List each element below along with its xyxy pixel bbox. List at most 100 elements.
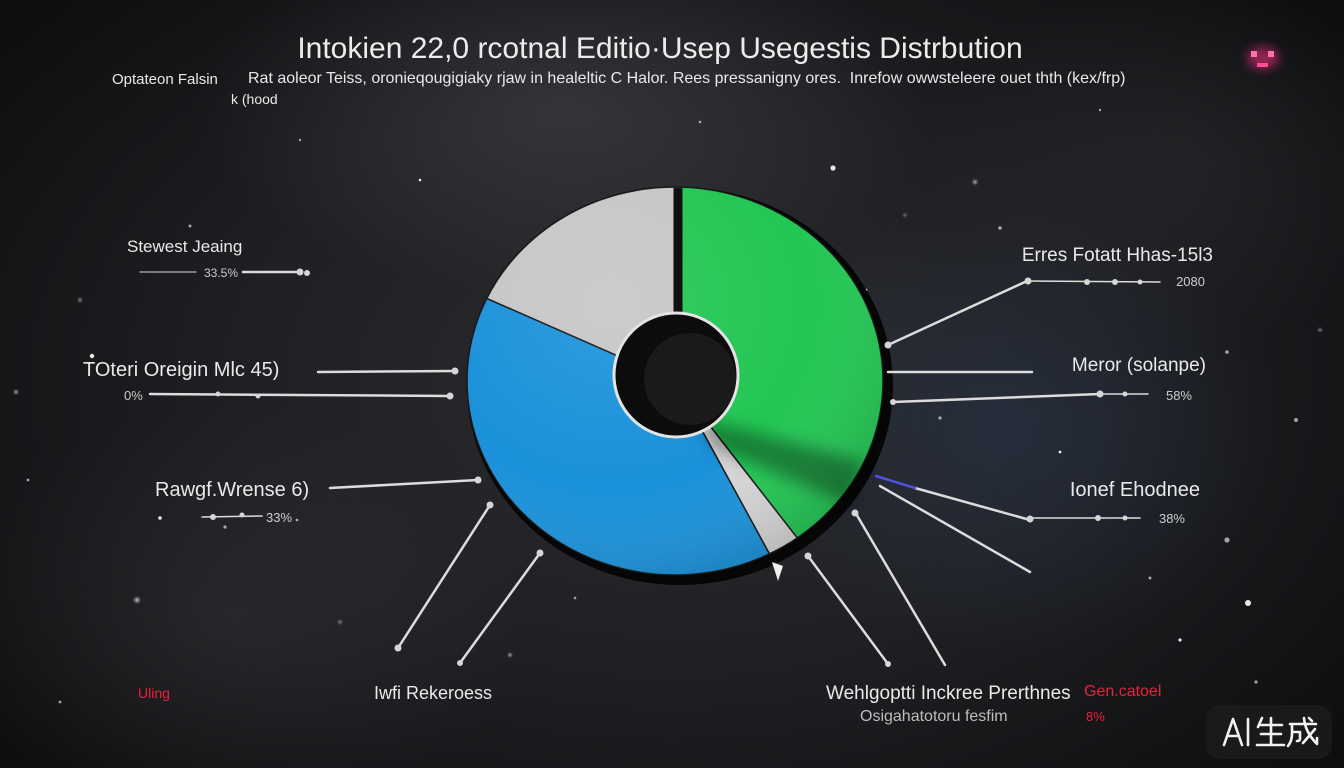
leader-dot <box>1024 277 1032 285</box>
leader-dot <box>1095 515 1101 521</box>
leader-line <box>458 551 542 665</box>
annotation-label: Rawgf.Wrense 6) <box>155 479 310 501</box>
annotation-label-alert: Gen.catoel <box>1084 683 1162 700</box>
star-dot <box>78 298 82 302</box>
watermark-box <box>1206 705 1332 759</box>
watermark <box>1206 705 1332 759</box>
leader-line <box>328 478 480 490</box>
star-dot <box>223 525 227 529</box>
annotation-label: Ionef Ehodnee <box>1069 479 1200 501</box>
leader-dot <box>851 509 859 517</box>
star-dot <box>998 226 1002 230</box>
star-dot <box>134 597 140 603</box>
watermark-glyphs <box>1222 716 1319 748</box>
leader-dot <box>255 393 261 399</box>
annotation-label: Erres Fotatt Hhas-15l3 <box>1021 245 1213 266</box>
star-dot <box>158 516 162 520</box>
annotation-sublabel: Osigahatotoru fesfim <box>860 708 1008 725</box>
star-dot <box>418 178 422 182</box>
leader-dot <box>1084 279 1090 285</box>
leader-dot <box>304 270 310 276</box>
star-dot <box>573 596 577 600</box>
subtitle-line2: k (hood <box>231 91 278 107</box>
glow-icon <box>1247 47 1279 69</box>
leader-line <box>396 503 492 650</box>
leader-line <box>316 369 457 374</box>
star-dot <box>938 416 942 420</box>
leader-dot <box>884 341 892 349</box>
donut-hole-core <box>644 333 736 425</box>
star-dot <box>1178 638 1182 642</box>
leader-dot <box>446 392 454 400</box>
glow-pixel <box>1268 51 1274 57</box>
star-dot <box>1318 328 1322 332</box>
leader-dot <box>885 661 891 667</box>
star-dot <box>1245 600 1251 606</box>
leader-line <box>853 510 947 667</box>
leader-dot <box>474 476 482 484</box>
subtitle-lead: Optateon Falsin <box>112 71 218 88</box>
star-dot <box>973 180 977 184</box>
leader-dot <box>890 399 896 405</box>
annotation-label: Iwfi Rekeroess <box>374 683 493 703</box>
leader-dot <box>486 501 494 509</box>
star-dot <box>58 700 62 704</box>
annotation-value: 0% <box>124 388 143 403</box>
leader-line-blue <box>874 474 917 490</box>
star-dot <box>1254 680 1258 684</box>
star-dot <box>89 353 95 359</box>
star-dot <box>14 390 18 394</box>
annotation-label: TOteri Oreigin Mlc 45) <box>83 359 280 381</box>
leader-dot <box>210 514 216 520</box>
leader-dot <box>451 367 459 375</box>
leader-dots <box>210 268 1143 667</box>
star-dot <box>338 620 342 624</box>
leader-dot <box>215 391 221 397</box>
leader-dot <box>296 268 304 276</box>
annotation-value: 58% <box>1165 388 1192 403</box>
annotation-value-alert: 8% <box>1086 709 1105 724</box>
star-dot <box>295 518 299 522</box>
annotation-value: 38% <box>1158 511 1185 526</box>
leader-line <box>878 484 1032 574</box>
leader-dot <box>804 552 812 560</box>
leader-dot <box>1137 279 1143 285</box>
leader-dot <box>1122 391 1128 397</box>
annotation-label: Meror (solanpe) <box>1071 355 1206 376</box>
leader-dot <box>394 644 402 652</box>
star-dot <box>1225 350 1229 354</box>
star-dot <box>26 478 30 482</box>
star-dot <box>1098 108 1102 112</box>
annotation-value: 33% <box>266 510 293 525</box>
pointer-triangle <box>772 562 783 581</box>
leader-line <box>148 392 452 398</box>
leader-line <box>891 392 1102 404</box>
leader-dot <box>536 549 544 557</box>
star-dot <box>298 138 302 142</box>
star-dot <box>1224 537 1230 543</box>
annotation-value: 2080 <box>1176 274 1205 289</box>
star-dot <box>508 653 512 657</box>
star-dot <box>903 213 907 217</box>
leader-dot <box>1026 515 1034 523</box>
leader-line <box>806 554 890 666</box>
leader-lines <box>139 270 1161 667</box>
annotation-label-alert: Uling <box>138 685 170 701</box>
leader-line <box>886 279 1029 347</box>
annotation-label: Wehlgoptti Inckree Prerthnes <box>826 683 1071 704</box>
chart-title: Intokien 22,0 rcotnal Editio·Usep Useges… <box>297 32 1023 65</box>
star-dot <box>830 165 836 171</box>
leader-dot <box>1122 515 1128 521</box>
leader-dot <box>1096 390 1104 398</box>
star-dot <box>1058 450 1062 454</box>
inner-shadow <box>700 418 865 505</box>
leader-dot <box>1112 279 1118 285</box>
star-field <box>14 108 1322 704</box>
subtitle-main: Rat aoleor Teiss, oronieqougigiaky rjaw … <box>248 70 1126 87</box>
leader-dot <box>239 512 245 518</box>
star-dot <box>1294 418 1298 422</box>
glow-pixel <box>1257 63 1268 67</box>
star-dot <box>698 120 702 124</box>
star-dot <box>188 224 192 228</box>
